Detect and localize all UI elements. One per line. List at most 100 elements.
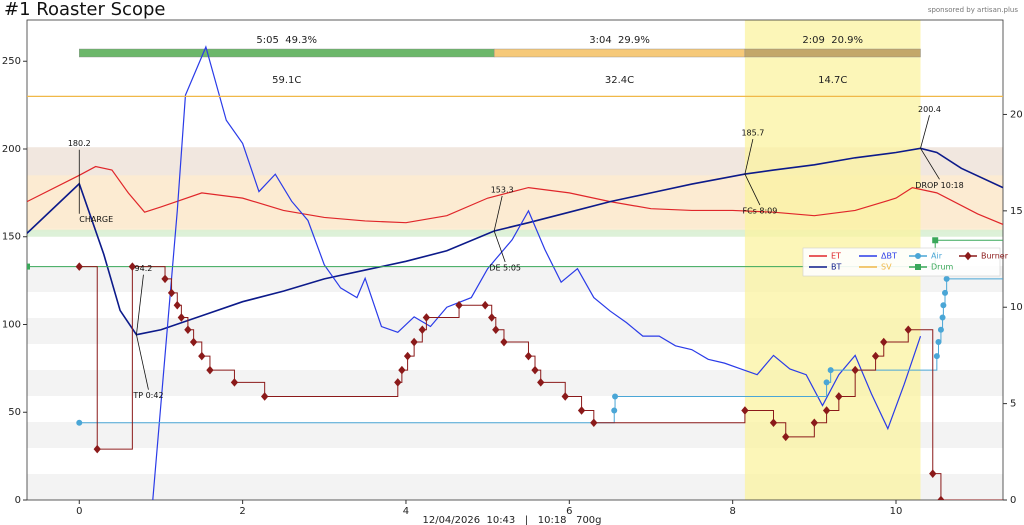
x-tick-label: 8 [729, 506, 735, 517]
marker [929, 469, 937, 478]
marker [206, 365, 214, 375]
event-value: 200.4 [918, 105, 941, 114]
event-leader [744, 139, 754, 175]
marker [394, 378, 402, 387]
marker [835, 392, 843, 401]
marker [76, 419, 83, 426]
legend-label: BT [831, 263, 841, 272]
legend-label: Burner [981, 252, 1009, 261]
marker [455, 300, 463, 310]
marker [398, 365, 406, 375]
y-tick-label: 250 [2, 56, 21, 67]
phase-bar [744, 48, 921, 58]
series-line [27, 147, 1003, 336]
marker [561, 392, 569, 401]
event-leader [136, 274, 144, 335]
marker [93, 444, 101, 454]
marker [531, 365, 539, 375]
legend-box [802, 247, 1001, 277]
marker [198, 351, 206, 361]
marker [822, 406, 831, 415]
marker [943, 275, 950, 282]
event-name: FCs 8:09 [742, 207, 777, 216]
legend-marker [915, 253, 921, 259]
marker [500, 337, 508, 347]
chart-title: #1 Roaster Scope [4, 0, 165, 20]
band [27, 229, 1003, 237]
x-tick-label: 4 [403, 506, 409, 517]
marker [261, 392, 269, 401]
event-name: DE 5:05 [489, 263, 521, 272]
y2-tick-label: 15 [1010, 206, 1023, 217]
marker [769, 418, 778, 428]
y2-tick-label: 10 [1010, 302, 1023, 313]
marker [537, 378, 545, 387]
marker [418, 325, 426, 335]
marker [939, 314, 946, 321]
event-value: 94.2 [135, 264, 153, 273]
marker [177, 313, 186, 322]
phase-delta: 32.4C [605, 75, 634, 86]
marker [810, 418, 818, 428]
marker [933, 353, 940, 360]
marker [937, 495, 945, 500]
sponsor: sponsored by artisan.plus [928, 6, 1019, 14]
series-line [27, 165, 1003, 226]
event-leader [493, 195, 503, 232]
legend-marker [964, 251, 972, 261]
marker [577, 406, 586, 415]
phase-label: 5:05 49.3% [256, 35, 317, 46]
event-leader [920, 148, 940, 180]
series-line [152, 45, 922, 500]
y-tick-label: 50 [8, 407, 21, 418]
marker [410, 337, 418, 347]
event-leader [136, 334, 149, 390]
y-tick-label: 200 [2, 144, 21, 155]
footer: 12/04/2026 10:43 | 10:18 700g [422, 515, 601, 525]
legend-label: Air [931, 252, 943, 261]
phase-bar [493, 48, 746, 58]
event-name: TP 0:42 [132, 391, 163, 400]
y-tick-label: 150 [2, 232, 21, 243]
marker [184, 325, 192, 335]
legend-marker [915, 264, 921, 270]
x-tick-label: 10 [890, 506, 903, 517]
series-layer [27, 45, 1003, 500]
event-name: DROP 10:18 [915, 181, 963, 190]
event-value: 153.3 [491, 185, 514, 194]
marker [128, 262, 137, 271]
legend-label: ET [831, 252, 841, 261]
legend-label: Drum [931, 263, 954, 272]
event-leader [920, 115, 930, 149]
marker [422, 313, 431, 322]
x-tick-label: 6 [566, 506, 572, 517]
marker [403, 351, 412, 361]
event-value: 185.7 [741, 129, 764, 138]
marker [827, 367, 834, 374]
phase-label: 3:04 29.9% [589, 35, 650, 46]
phase-bar [79, 48, 495, 58]
y2-tick-label: 20 [1010, 109, 1023, 120]
marker [173, 300, 181, 310]
y2-tick-label: 5 [1010, 399, 1016, 410]
marker [488, 313, 496, 322]
x-tick-label: 2 [239, 506, 245, 517]
x-tick-label: 0 [76, 506, 82, 517]
plot-frame [26, 19, 1004, 501]
marker [935, 339, 942, 346]
event-leader [744, 173, 761, 206]
marker [782, 432, 790, 442]
marker [612, 393, 619, 400]
marker [904, 325, 912, 335]
marker [590, 418, 598, 428]
y-tick-label: 100 [2, 319, 21, 330]
event-name: CHARGE [79, 215, 113, 224]
marker [161, 274, 169, 284]
y2-tick-label: 0 [1010, 495, 1016, 506]
y-tick-label: 0 [15, 495, 21, 506]
legend-label: ΔBT [881, 252, 897, 261]
event-value: 180.2 [68, 139, 91, 148]
marker [481, 300, 489, 310]
